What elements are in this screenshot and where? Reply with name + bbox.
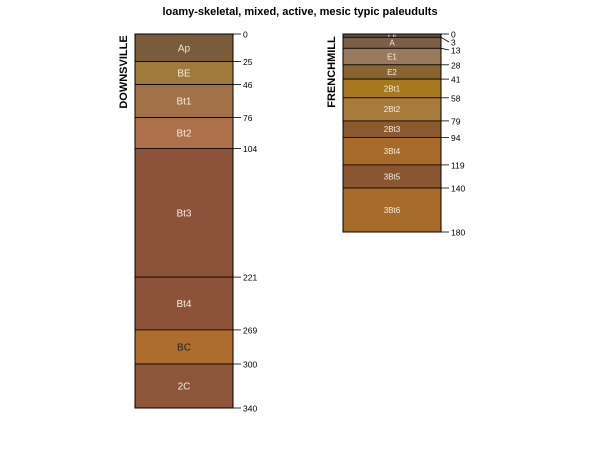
profile-name: DOWNSVILLE [118,35,130,108]
depth-label: 58 [451,93,461,103]
depth-label: 300 [243,360,257,370]
horizon-label: 3Bt4 [384,147,401,156]
horizon-3bt6 [342,187,442,233]
depth-label: 119 [451,160,465,170]
horizon-label: 2Bt1 [384,84,401,93]
horizon-label: Bt4 [176,299,191,310]
horizon-label: 3Bt6 [384,206,401,215]
depth-label: 94 [451,133,461,143]
depth-label: 41 [451,75,461,85]
horizon-label: 2C [178,382,191,393]
horizon-label: BE [177,69,191,80]
horizon-label: Ap [178,43,191,54]
profile-border [134,33,234,409]
chart-title: loamy-skeletal, mixed, active, mesic typ… [162,6,438,18]
horizon-label: 2Bt2 [384,105,401,114]
horizon-label: Bt3 [176,208,191,219]
horizon-2c [134,363,234,409]
horizon-label: 2Bt3 [384,125,401,134]
horizon-bt2 [134,117,234,149]
depth-label: 104 [243,144,257,154]
depth-label: 79 [451,116,461,126]
horizon-bt3 [134,147,234,278]
horizon-label: BC [177,342,191,353]
horizon-label: E2 [387,68,397,77]
depth-label: 76 [243,113,253,123]
horizon-label: 3Bt5 [384,172,401,181]
depth-label: 3 [451,38,456,48]
depth-label: 269 [243,325,257,335]
horizon-3bt4 [342,136,442,166]
depth-tick [440,36,450,43]
profile-name: FRENCHMILL [326,36,338,108]
depth-label: 25 [243,57,253,67]
horizon-label: Bt2 [176,129,191,140]
depth-label: 221 [243,273,257,283]
depth-label: 28 [451,60,461,70]
depth-label: 13 [451,46,461,56]
depth-label: 340 [243,404,257,414]
horizon-label: Bt1 [176,97,191,108]
depth-tick [440,47,450,51]
horizon-ap [134,33,234,62]
horizon-bt1 [134,84,234,118]
depth-label: 0 [451,30,456,40]
horizon-label: A [389,39,395,48]
horizon-label: E1 [387,52,397,61]
depth-label: 0 [243,30,248,40]
depth-label: 140 [451,184,465,194]
profile-border [342,33,442,233]
depth-label: 46 [243,80,253,90]
horizon-label: Oi [388,31,396,40]
depth-label: 180 [451,228,465,238]
